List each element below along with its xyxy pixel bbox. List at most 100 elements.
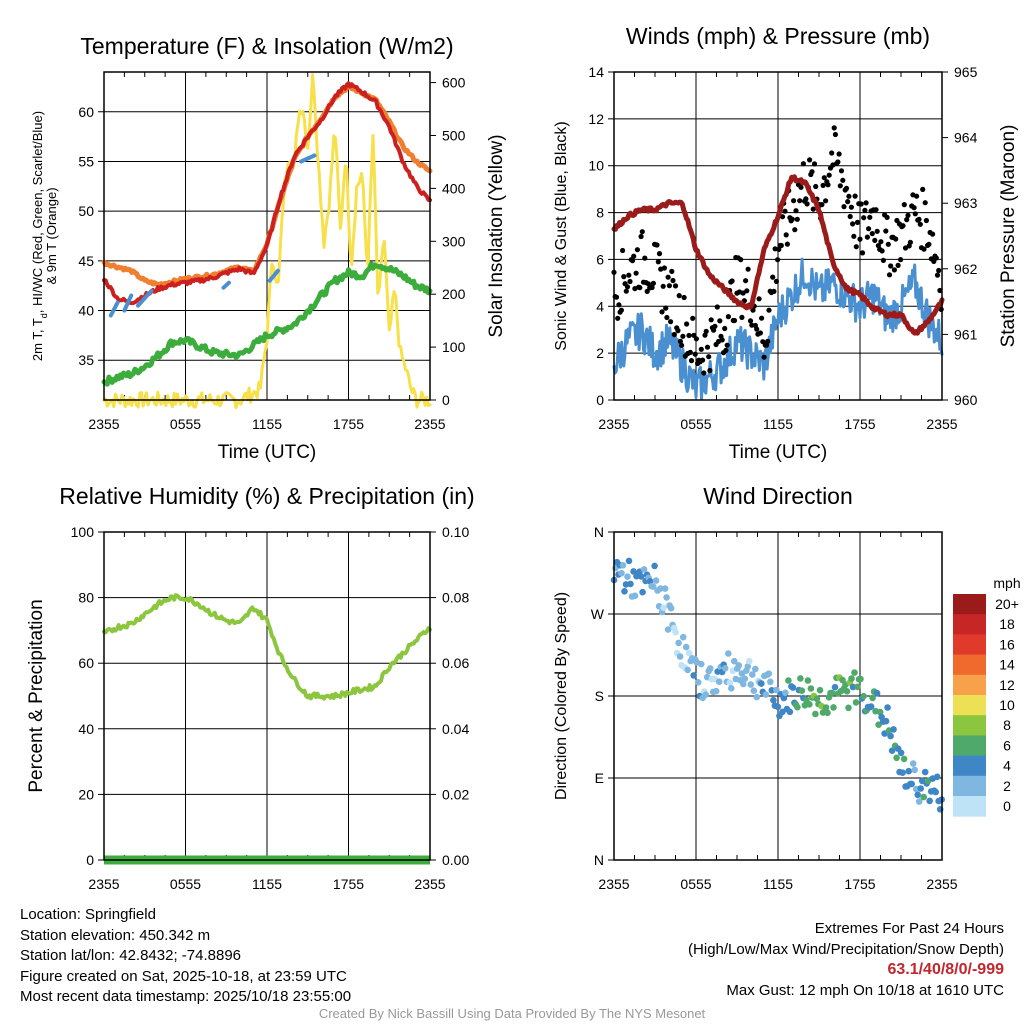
gust-point: [618, 307, 625, 313]
direction-point: [753, 693, 761, 701]
direction-point: [765, 670, 773, 677]
gust-point: [700, 357, 706, 363]
gust-point: [686, 332, 692, 339]
direction-point: [675, 639, 682, 647]
x-tick-label: 0555: [680, 416, 711, 432]
panel-title: Wind Direction: [703, 483, 853, 509]
gust-point: [789, 216, 795, 222]
legend-swatch: [953, 715, 986, 736]
gust-point: [872, 237, 878, 243]
direction-point: [843, 688, 851, 695]
gust-point: [681, 294, 687, 301]
y-tick-label: 10: [588, 158, 604, 174]
gust-point: [835, 159, 841, 165]
gust-point: [936, 267, 942, 274]
y2-tick-label: 200: [442, 286, 466, 302]
gust-point: [861, 215, 867, 221]
gust-point: [714, 304, 720, 310]
direction-point: [845, 704, 852, 712]
legend-swatch: [953, 594, 986, 615]
direction-point: [747, 681, 755, 688]
gust-point: [776, 246, 782, 252]
direction-point: [831, 683, 839, 691]
gust-point: [863, 200, 869, 206]
gust-point: [626, 272, 632, 278]
gust-point: [832, 131, 839, 138]
y-tick-label: 20: [78, 786, 94, 802]
direction-point: [884, 704, 891, 711]
legend-label: 6: [1003, 737, 1011, 753]
y2-tick-label: 0.02: [442, 786, 469, 802]
gust-point: [900, 223, 906, 229]
direction-point: [915, 798, 923, 805]
direction-point: [728, 685, 735, 692]
y-tick-label: 45: [78, 253, 94, 269]
gust-point: [873, 207, 879, 213]
gust-point: [739, 314, 745, 320]
y2-tick-label: 965: [954, 64, 978, 80]
direction-point: [750, 687, 758, 694]
x-tick-label: 2355: [598, 876, 629, 892]
direction-point: [685, 649, 693, 657]
y-tick-label: 100: [71, 524, 95, 540]
direction-point: [667, 604, 675, 612]
legend-swatch: [953, 614, 986, 635]
gust-point: [826, 172, 832, 178]
elevation-text: Station elevation: 450.342 m: [20, 926, 211, 944]
direction-point: [731, 657, 738, 665]
direction-point: [640, 566, 648, 573]
direction-point: [625, 557, 633, 565]
gust-point: [916, 216, 922, 222]
direction-point: [782, 689, 789, 697]
gust-point: [756, 296, 762, 302]
gust-point: [693, 336, 700, 342]
legend-title: mph: [993, 575, 1020, 591]
panel-2: 0 2 4 6 8 10 12 14 960 961 962 963 964 965 2355 0555 115…: [553, 23, 1019, 463]
y-tick-label: 0: [86, 852, 94, 868]
gust-point: [933, 255, 939, 261]
heat-index-segment: [122, 293, 134, 313]
gust-point: [698, 346, 704, 352]
direction-point: [897, 749, 905, 757]
legend-label: 12: [999, 677, 1015, 693]
direction-point: [774, 703, 782, 711]
gust-point: [843, 185, 850, 191]
gust-point: [867, 214, 873, 220]
direction-point: [690, 672, 697, 679]
gust-point: [677, 338, 684, 344]
legend-swatch: [953, 695, 986, 716]
y-tick-label: 8: [596, 205, 604, 221]
gust-point: [934, 272, 941, 278]
gust-point: [624, 284, 631, 290]
direction-point: [921, 768, 929, 776]
speed-legend: mph 20+ 18 16 14 12 10 8 6 4 2 0: [953, 575, 1021, 817]
gust-point: [809, 169, 815, 175]
gust-point: [898, 257, 904, 263]
direction-point: [794, 703, 801, 711]
gust-point: [717, 318, 723, 324]
x-axis-label: Time (UTC): [218, 442, 317, 463]
gust-point: [923, 217, 930, 224]
x-tick-label: 1155: [252, 416, 282, 432]
gust-point: [831, 125, 837, 131]
gust-point: [773, 278, 780, 284]
latlon-text: Station lat/lon: 42.8432; -74.8896: [20, 947, 242, 964]
gust-point: [656, 251, 663, 257]
y2-tick-label: 0.06: [442, 655, 469, 671]
gust-point: [676, 293, 682, 299]
gust-point: [679, 342, 685, 348]
gust-point: [665, 274, 671, 280]
gust-point: [807, 157, 813, 163]
y-axis-label: Percent & Precipitation: [26, 599, 47, 792]
direction-point: [869, 694, 876, 702]
legend-label: 14: [999, 657, 1015, 673]
direction-point: [798, 687, 806, 694]
gust-point: [639, 229, 645, 235]
direction-point: [741, 675, 749, 682]
gust-point: [783, 232, 789, 238]
legend-label: 4: [1003, 758, 1011, 774]
sonic-wind-line: [612, 257, 944, 401]
direction-point: [637, 573, 645, 580]
gust-point: [745, 266, 751, 272]
direction-point: [848, 675, 855, 682]
